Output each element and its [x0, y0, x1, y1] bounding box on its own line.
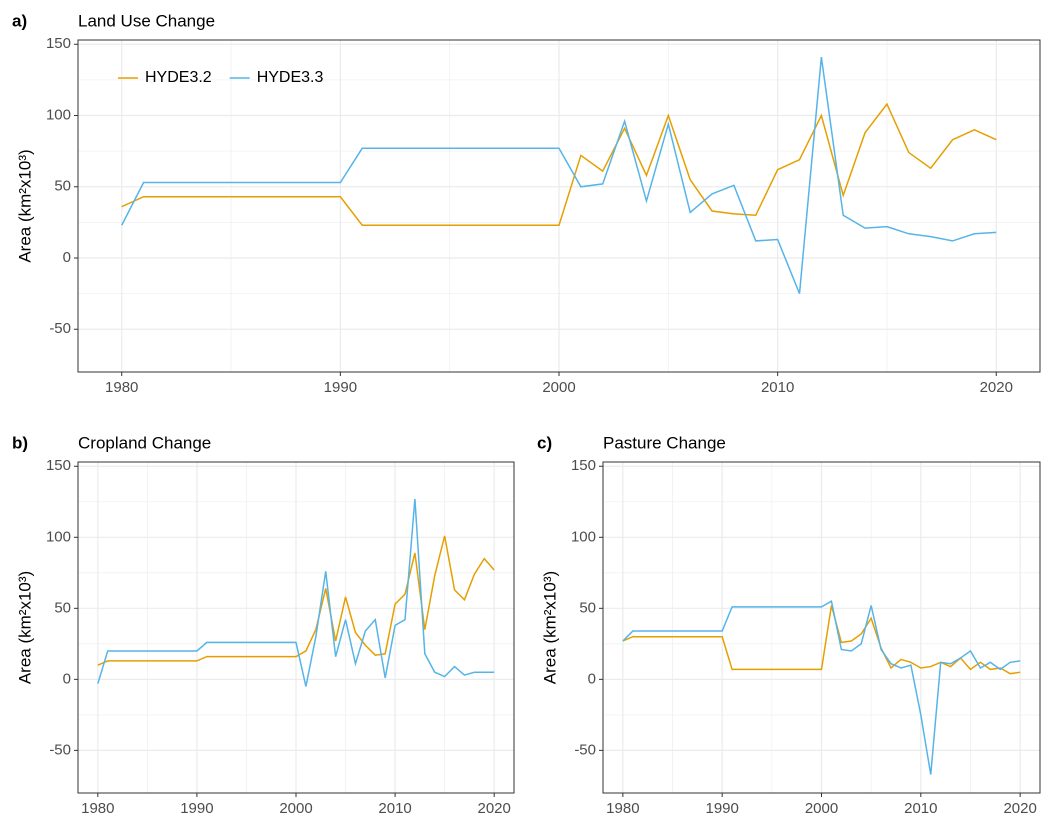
panel-label: b): [12, 433, 28, 452]
y-tick-label: 150: [571, 457, 596, 474]
y-tick-label: 50: [54, 599, 71, 616]
chart-title: Cropland Change: [78, 433, 211, 452]
x-tick-label: 2010: [761, 379, 794, 396]
x-tick-label: 1980: [606, 800, 639, 816]
y-tick-label: 50: [579, 599, 596, 616]
x-tick-label: 2000: [279, 800, 312, 816]
x-tick-label: 2020: [980, 379, 1013, 396]
x-tick-label: 2020: [477, 800, 510, 816]
chart-title: Pasture Change: [603, 433, 726, 452]
x-tick-label: 1990: [705, 800, 738, 816]
legend-label: HYDE3.3: [257, 69, 324, 86]
panel-label: a): [12, 11, 27, 30]
y-tick-label: 100: [46, 528, 71, 545]
y-tick-label: 0: [588, 670, 596, 687]
y-tick-label: 100: [46, 106, 71, 123]
series-line: [121, 56, 997, 294]
series-line: [121, 102, 997, 226]
series-line: [97, 535, 495, 666]
x-tick-label: 2000: [542, 379, 575, 396]
x-tick-label: 1980: [81, 800, 114, 816]
x-tick-label: 2010: [904, 800, 937, 816]
y-axis-label: Area (km²x10³): [15, 149, 34, 262]
y-tick-label: 0: [63, 249, 71, 266]
y-axis-label: Area (km²x10³): [15, 571, 34, 684]
panel-label: c): [537, 433, 552, 452]
panel-border: [77, 39, 1041, 373]
x-tick-label: 1990: [180, 800, 213, 816]
y-tick-label: 50: [54, 178, 71, 195]
series-line: [622, 600, 1021, 775]
y-axis-label: Area (km²x10³): [540, 571, 559, 684]
series-line: [97, 498, 495, 687]
x-tick-label: 2000: [805, 800, 838, 816]
x-tick-label: 1990: [324, 379, 357, 396]
panel-border: [602, 461, 1041, 794]
y-tick-label: 150: [46, 457, 71, 474]
chart-title: Land Use Change: [78, 11, 215, 30]
y-tick-label: 150: [46, 35, 71, 52]
x-tick-label: 1980: [105, 379, 138, 396]
y-tick-label: 0: [63, 670, 71, 687]
panel-border: [77, 461, 515, 794]
x-tick-label: 2020: [1003, 800, 1036, 816]
x-tick-label: 2010: [378, 800, 411, 816]
y-tick-label: -50: [574, 741, 596, 758]
legend-label: HYDE3.2: [145, 69, 212, 86]
series-line: [622, 605, 1021, 675]
y-tick-label: -50: [49, 320, 71, 337]
y-tick-label: -50: [49, 741, 71, 758]
y-tick-label: 100: [571, 528, 596, 545]
